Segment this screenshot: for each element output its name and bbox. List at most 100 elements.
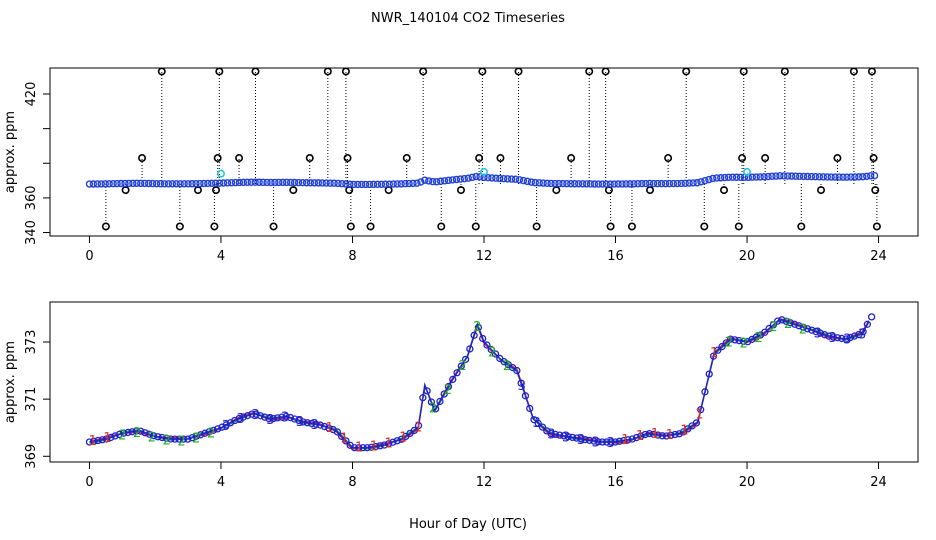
series-marker-circle — [119, 429, 128, 437]
excursion-point — [475, 154, 484, 163]
series-marker-circle — [667, 431, 675, 439]
series-point — [701, 176, 709, 185]
series-marker-circle — [201, 429, 209, 437]
series-point — [227, 179, 236, 187]
series-point — [133, 179, 141, 188]
series-point — [160, 180, 169, 188]
series-marker-circle — [188, 434, 196, 442]
series-digit-marker: 2 — [503, 359, 511, 374]
series-point — [405, 179, 413, 188]
series-marker-circle — [658, 432, 666, 440]
series-point — [290, 178, 299, 187]
excursion-point — [532, 222, 541, 231]
series-point — [677, 179, 685, 188]
series-point — [318, 179, 326, 187]
series-digit-marker: 1 — [103, 431, 111, 446]
series-point — [330, 179, 338, 187]
x-axis-label: Hour of Day (UTC) — [409, 517, 527, 532]
highlight-point — [743, 167, 752, 176]
series-marker-circle — [709, 352, 718, 360]
excursion-point — [606, 222, 615, 231]
series-point — [539, 179, 547, 187]
excursion-point — [456, 186, 465, 195]
series-point — [835, 173, 843, 181]
series-point — [113, 179, 121, 188]
series-marker-circle — [470, 331, 478, 339]
bottom-ytick-label: 371 — [24, 387, 39, 412]
series-marker-circle — [521, 392, 530, 400]
series-marker-circle — [662, 432, 671, 440]
excursion-point — [817, 186, 826, 195]
series-point — [429, 177, 437, 186]
series-marker-circle — [786, 319, 795, 327]
series-point — [472, 172, 480, 181]
series-marker-circle — [867, 313, 876, 321]
series-marker-circle — [850, 332, 859, 340]
series-point — [125, 179, 133, 188]
series-marker-circle — [718, 342, 726, 351]
series-point — [212, 179, 220, 187]
series-marker-circle — [517, 379, 525, 387]
series-marker-circle — [645, 429, 654, 438]
series-point — [476, 172, 484, 181]
series-marker-circle — [273, 414, 282, 422]
series-point — [519, 176, 528, 185]
series-marker-circle — [461, 355, 470, 364]
series-point — [204, 179, 212, 188]
series-marker-circle — [149, 432, 158, 440]
series-point — [417, 178, 425, 186]
series-marker-circle — [316, 421, 324, 429]
top-xtick-label: 24 — [870, 249, 887, 264]
top-xtick-label: 20 — [739, 249, 756, 264]
series-point — [275, 178, 283, 187]
series-marker-circle — [487, 345, 495, 354]
series-point — [346, 180, 354, 188]
series-point — [235, 178, 244, 187]
series-point — [574, 180, 583, 188]
series-point — [709, 174, 717, 183]
series-point — [456, 175, 465, 183]
series-point — [784, 172, 792, 180]
excursion-point — [323, 67, 332, 76]
series-digit-marker: 3 — [606, 436, 614, 451]
series-marker-circle — [175, 435, 183, 443]
series-point — [397, 180, 405, 188]
series-marker-circle — [457, 362, 465, 370]
series-point — [649, 179, 658, 188]
series-point — [503, 175, 512, 183]
series-point — [815, 173, 824, 181]
series-digit-marker: 2 — [192, 431, 200, 446]
series-digit-marker: 2 — [133, 426, 141, 441]
excursion-point — [567, 154, 576, 163]
series-marker-circle — [453, 369, 461, 377]
series-point — [705, 175, 713, 184]
series-point — [393, 180, 401, 188]
excursion-point — [849, 67, 858, 76]
series-marker-circle — [320, 422, 329, 431]
bottom-xtick-label: 20 — [739, 475, 756, 490]
series-marker-circle — [337, 432, 346, 441]
excursion-point — [871, 186, 880, 195]
series-marker-circle — [107, 433, 115, 442]
series-marker-circle — [214, 425, 222, 433]
series-point — [764, 172, 772, 181]
series-marker-circle — [637, 432, 645, 440]
series-point — [724, 173, 733, 181]
excursion-point — [138, 154, 147, 163]
series-point — [294, 178, 303, 187]
series-point — [452, 175, 461, 184]
bottom-xtick-label: 24 — [870, 475, 887, 490]
series-point — [594, 180, 603, 188]
series-point — [144, 179, 153, 188]
series-point — [436, 177, 445, 185]
series-digit-marker: 2 — [784, 317, 792, 332]
series-marker-circle — [791, 320, 799, 328]
series-point — [89, 180, 98, 188]
series-point — [606, 180, 614, 188]
series-marker-circle — [773, 317, 782, 325]
series-digit-marker: 3 — [251, 408, 259, 423]
bottom-xtick-label: 12 — [476, 475, 493, 490]
series-marker-circle — [432, 405, 440, 413]
series-marker-circle — [269, 414, 277, 423]
excursion-point — [738, 154, 747, 163]
